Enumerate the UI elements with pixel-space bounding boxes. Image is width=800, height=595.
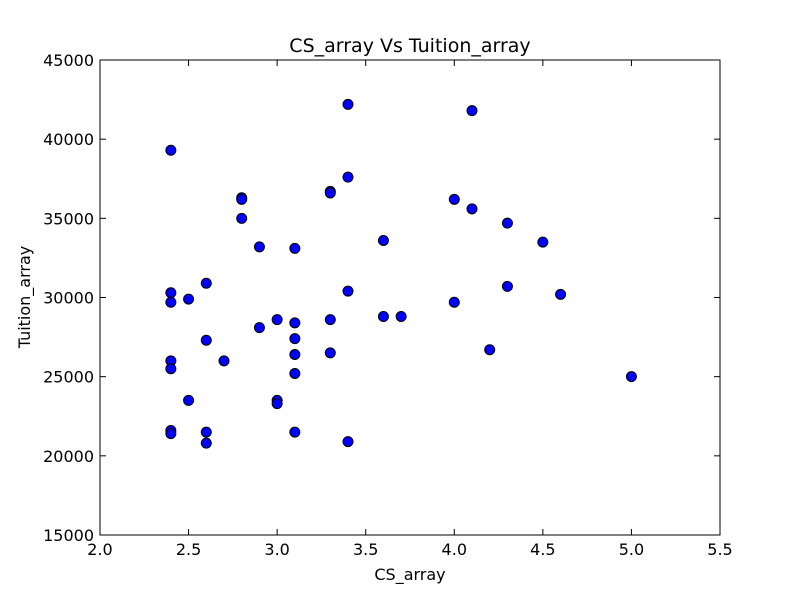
data-point (324, 347, 336, 359)
data-point (165, 363, 177, 375)
y-tick-label: 35000 (43, 209, 94, 228)
data-point (448, 193, 460, 205)
data-point (271, 398, 283, 410)
x-tick-label: 4.0 (442, 540, 467, 559)
data-point (236, 212, 248, 224)
data-point (218, 355, 230, 367)
x-tick-label: 5.5 (707, 540, 732, 559)
data-point (165, 144, 177, 156)
data-point (342, 98, 354, 110)
data-point (625, 371, 637, 383)
plot-area (99, 59, 721, 536)
data-point (289, 317, 301, 329)
data-point (200, 426, 212, 438)
data-point (395, 311, 407, 322)
data-point (377, 235, 389, 246)
data-point (253, 322, 265, 334)
data-point (537, 236, 549, 248)
axis-ticks: 2.0 2.5 3.0 3.5 4.0 4.5 5.0 5.5 15000 20000 25000 3… (43, 51, 733, 559)
data-point (448, 296, 460, 308)
data-point (183, 394, 195, 406)
data-point (289, 426, 301, 438)
x-tick-label: 2.0 (87, 540, 112, 559)
data-point (466, 203, 478, 215)
x-axis-title: CS_array (374, 565, 445, 585)
data-point (466, 105, 478, 117)
x-tick-label: 4.5 (530, 540, 555, 559)
data-point (342, 171, 354, 183)
data-point (165, 428, 177, 440)
data-point (253, 241, 265, 253)
x-tick-label: 3.0 (264, 540, 289, 559)
data-point (289, 368, 301, 379)
data-point (377, 311, 389, 322)
data-point (200, 277, 212, 289)
y-tick-label: 45000 (43, 51, 94, 70)
chart-title: CS_array Vs Tuition_array (289, 35, 530, 57)
data-point (501, 217, 513, 229)
data-point (200, 437, 212, 449)
data-point (501, 280, 513, 292)
data-point (555, 288, 567, 300)
data-point (236, 193, 248, 205)
plot-frame (99, 59, 721, 536)
y-axis-title: Tuition_array (15, 246, 35, 350)
data-point (324, 187, 336, 199)
data-point (324, 314, 336, 326)
y-tick-label: 20000 (43, 447, 94, 466)
data-point (289, 242, 301, 254)
y-tick-label: 30000 (43, 289, 94, 308)
data-point (200, 334, 212, 346)
data-point (183, 293, 195, 305)
x-tick-label: 5.0 (619, 540, 644, 559)
y-tick-label: 15000 (43, 526, 94, 545)
y-tick-label: 40000 (43, 130, 94, 149)
data-point (342, 436, 354, 448)
data-point (289, 349, 301, 360)
data-point (165, 296, 177, 308)
data-point (484, 344, 496, 356)
y-tick-label: 25000 (43, 368, 94, 387)
x-tick-label: 2.5 (176, 540, 201, 559)
data-point (289, 333, 301, 345)
data-point (342, 285, 354, 297)
x-tick-label: 3.5 (353, 540, 378, 559)
data-point (271, 314, 283, 326)
data-point (165, 287, 177, 299)
